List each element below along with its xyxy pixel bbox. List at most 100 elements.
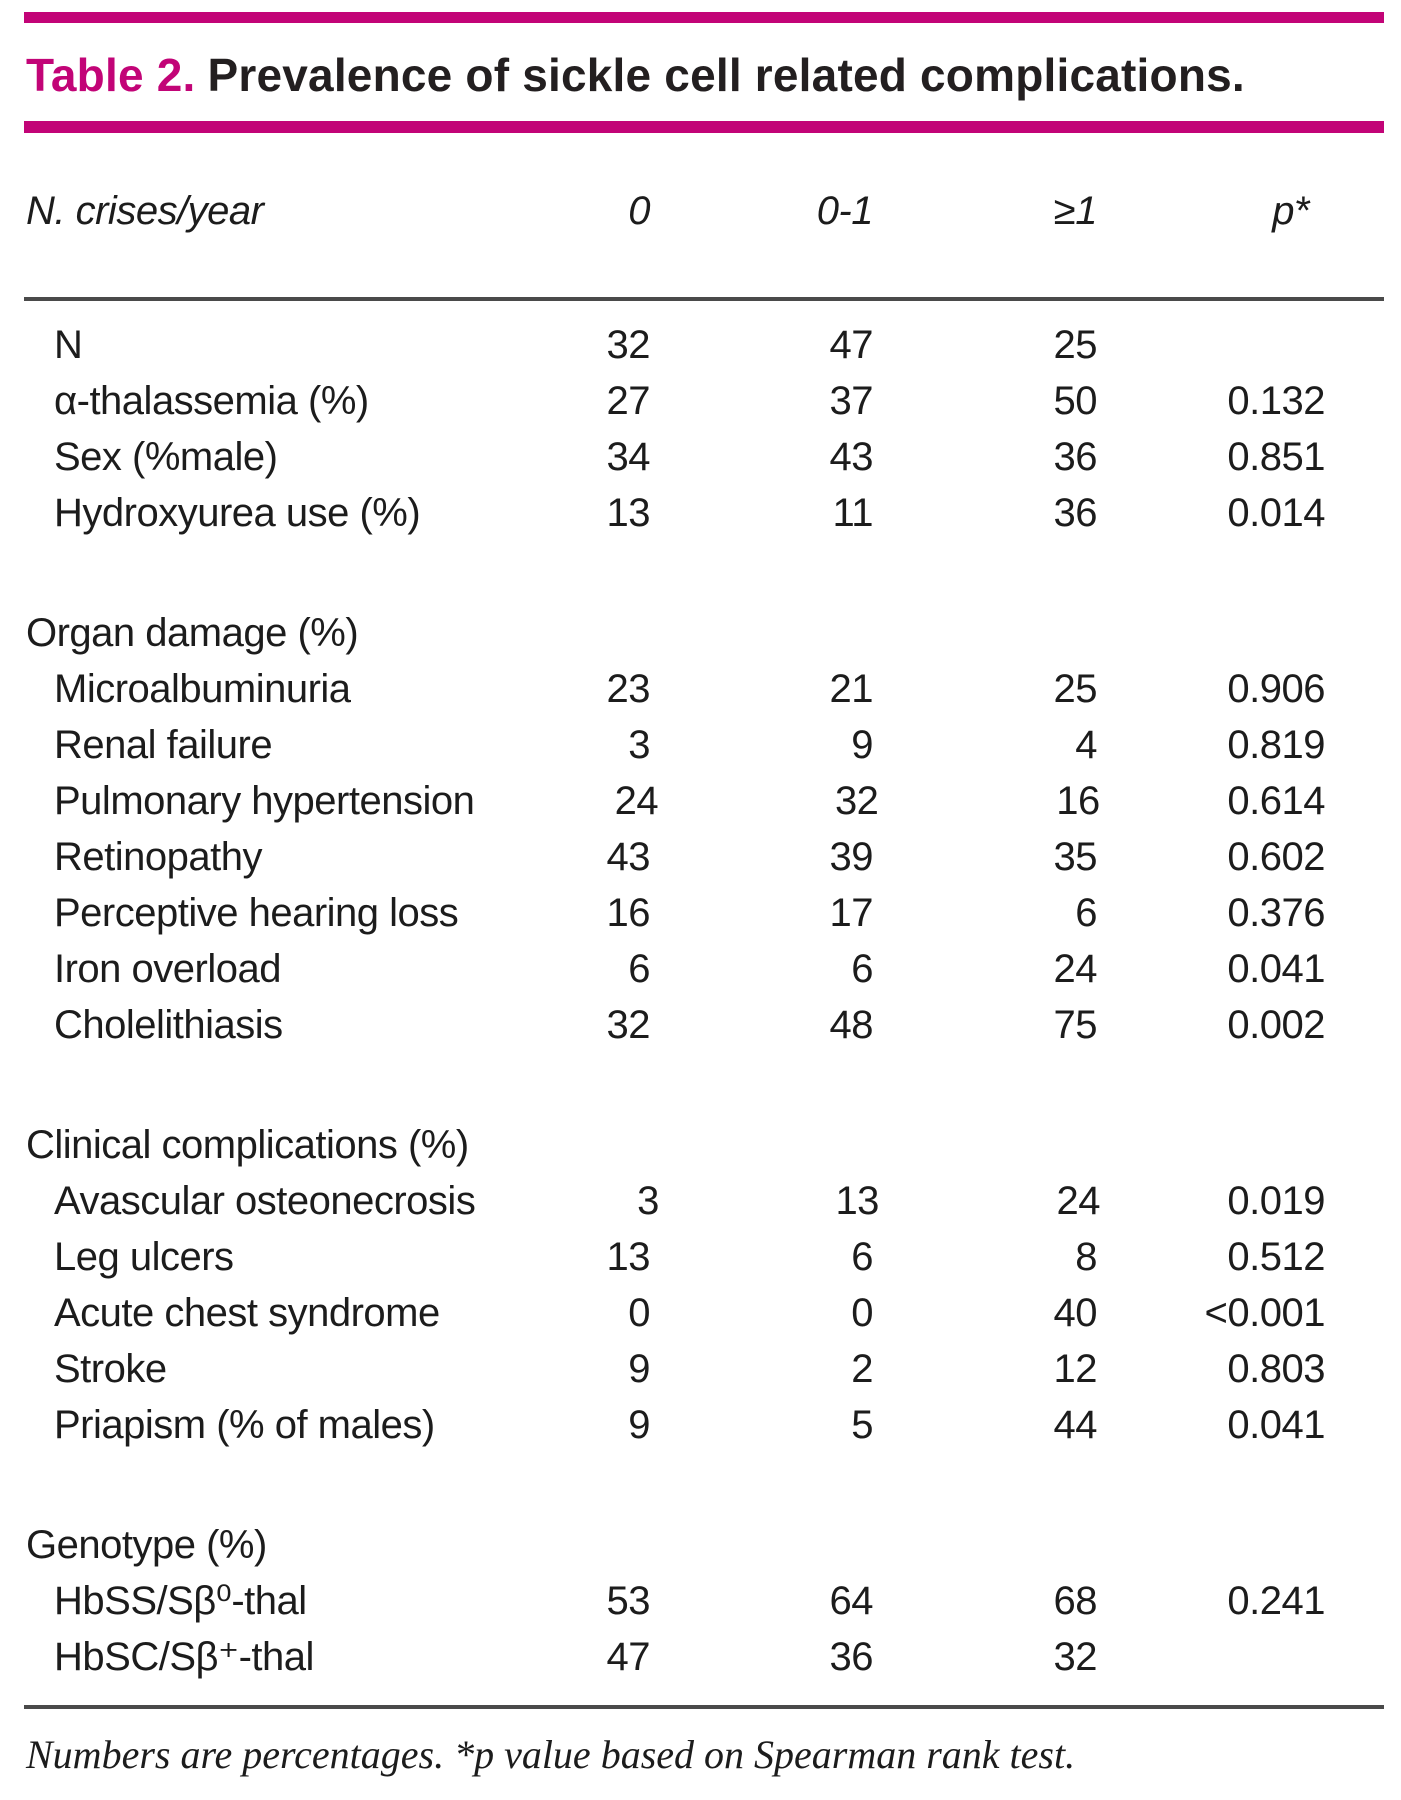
table-row: N 32 47 25 xyxy=(24,317,1325,373)
cell-value: 16 xyxy=(606,891,651,935)
table-row: Iron overload 6 6 24 0.041 xyxy=(24,941,1326,997)
cell-value: 36 xyxy=(1053,491,1098,535)
cell-value: 4 xyxy=(1075,723,1097,767)
cell-value: 0.241 xyxy=(1227,1579,1325,1623)
cell-value: 39 xyxy=(829,835,874,879)
cell-value: 0.803 xyxy=(1227,1347,1325,1391)
cell-value: 6 xyxy=(851,947,873,991)
table-row: HbSC/Sβ⁺-thal 47 36 32 xyxy=(24,1629,1325,1685)
table-row: Retinopathy 43 39 35 0.602 xyxy=(24,829,1326,885)
table-row: Perceptive hearing loss 16 17 6 0.376 xyxy=(24,885,1326,941)
table-caption-text: Prevalence of sickle cell related compli… xyxy=(207,49,1245,101)
cell-value: 0.602 xyxy=(1227,835,1325,879)
cell-value: 24 xyxy=(1056,1179,1101,1223)
cell-value: 75 xyxy=(1053,1003,1098,1047)
row-label: Stroke xyxy=(54,1347,167,1391)
bottom-rule xyxy=(24,1705,1384,1709)
cell-value: 9 xyxy=(851,723,873,767)
table-body: N 32 47 25 α-thalassemia (%) 27 37 50 0.132 Sex (… xyxy=(24,317,1384,1685)
row-label: N xyxy=(54,323,83,367)
cell-value: 3 xyxy=(628,723,650,767)
row-label: Avascular osteonecrosis xyxy=(54,1179,476,1223)
row-label: Acute chest syndrome xyxy=(54,1291,440,1335)
section-header: Genotype (%) xyxy=(26,1523,267,1567)
cell-value: 43 xyxy=(829,435,874,479)
cell-value: 32 xyxy=(606,1003,651,1047)
footnote: Numbers are percentages. *p value based … xyxy=(26,1732,1076,1777)
row-label: Pulmonary hypertension xyxy=(54,779,475,823)
column-header-pvalue: p* xyxy=(1272,189,1309,233)
top-accent-bar xyxy=(24,12,1384,23)
cell-value: 36 xyxy=(829,1635,874,1679)
cell-value: 36 xyxy=(1053,435,1098,479)
cell-value: 25 xyxy=(1053,323,1098,367)
cell-value: 6 xyxy=(851,1235,873,1279)
cell-value: 11 xyxy=(832,491,873,535)
row-label: α-thalassemia (%) xyxy=(54,379,369,423)
cell-value: <0.001 xyxy=(1204,1291,1326,1335)
cell-value: 40 xyxy=(1053,1291,1098,1335)
column-header-ge1: ≥1 xyxy=(1053,189,1098,233)
cell-value: 0.851 xyxy=(1227,435,1325,479)
table-row: Stroke 9 2 12 0.803 xyxy=(24,1341,1326,1397)
cell-value: 47 xyxy=(606,1635,651,1679)
table-row: Cholelithiasis 32 48 75 0.002 xyxy=(24,997,1326,1053)
cell-value: 0.002 xyxy=(1227,1003,1325,1047)
table-2-panel: Table 2. Prevalence of sickle cell relate… xyxy=(24,12,1384,1779)
cell-value: 23 xyxy=(606,667,651,711)
row-label: Sex (%male) xyxy=(54,435,278,479)
cell-value: 0.512 xyxy=(1227,1235,1325,1279)
table-row: Sex (%male) 34 43 36 0.851 xyxy=(24,429,1326,485)
column-header-row: N. crises/year 0 0-1 ≥1 p* xyxy=(24,183,1325,240)
row-label: Iron overload xyxy=(54,947,281,991)
table-title: Table 2. Prevalence of sickle cell relate… xyxy=(26,51,1384,99)
cell-value: 13 xyxy=(606,491,651,535)
cell-value: 0.041 xyxy=(1227,947,1325,991)
cell-value: 16 xyxy=(1056,779,1100,823)
row-label: Retinopathy xyxy=(54,835,262,879)
cell-value: 0.906 xyxy=(1227,667,1325,711)
cell-value: 53 xyxy=(606,1579,651,1623)
header-rule xyxy=(24,297,1384,301)
cell-value: 32 xyxy=(1053,1635,1098,1679)
cell-value: 12 xyxy=(1053,1347,1098,1391)
table-row: Leg ulcers 13 6 8 0.512 xyxy=(24,1229,1326,1285)
table-row: α-thalassemia (%) 27 37 50 0.132 xyxy=(24,373,1326,429)
table-row: Priapism (% of males) 9 5 44 0.041 xyxy=(24,1397,1326,1453)
cell-value: 47 xyxy=(829,323,874,367)
table-number-label: Table 2. xyxy=(26,49,196,101)
row-label: Leg ulcers xyxy=(54,1235,234,1279)
cell-value: 32 xyxy=(606,323,651,367)
cell-value: 0.019 xyxy=(1227,1179,1325,1223)
cell-value: 0.041 xyxy=(1227,1403,1325,1447)
table-row: Renal failure 3 9 4 0.819 xyxy=(24,717,1326,773)
cell-value: 25 xyxy=(1053,667,1098,711)
row-label: HbSS/Sβ⁰-thal xyxy=(54,1579,307,1623)
cell-value: 2 xyxy=(851,1347,873,1391)
column-header-0-1: 0-1 xyxy=(816,189,874,233)
cell-value: 24 xyxy=(1053,947,1098,991)
cell-value: 8 xyxy=(1075,1235,1097,1279)
cell-value: 35 xyxy=(1053,835,1098,879)
table-row: Acute chest syndrome 0 0 40 <0.001 xyxy=(24,1285,1326,1341)
section-header: Organ damage (%) xyxy=(26,611,359,655)
cell-value: 5 xyxy=(851,1403,873,1447)
cell-value: 0.132 xyxy=(1227,379,1325,423)
cell-value: 3 xyxy=(637,1179,659,1223)
table-row: Microalbuminuria 23 21 25 0.906 xyxy=(24,661,1326,717)
cell-value: 32 xyxy=(834,779,879,823)
cell-value: 0 xyxy=(851,1291,873,1335)
cell-value: 0.819 xyxy=(1227,723,1325,767)
cell-value: 6 xyxy=(1075,891,1097,935)
table-row: Avascular osteonecrosis 3 13 24 0.019 xyxy=(24,1173,1326,1229)
table-section: Clinical complications (%) Avascular oste… xyxy=(24,1117,1384,1453)
cell-value: 34 xyxy=(606,435,651,479)
cell-value: 37 xyxy=(829,379,874,423)
column-header-crises-per-year: N. crises/year xyxy=(26,189,264,233)
cell-value: 6 xyxy=(628,947,650,991)
cell-value xyxy=(1097,1629,1325,1685)
cell-value: 0.376 xyxy=(1227,891,1325,935)
cell-value: 50 xyxy=(1053,379,1098,423)
row-label: Perceptive hearing loss xyxy=(54,891,459,935)
